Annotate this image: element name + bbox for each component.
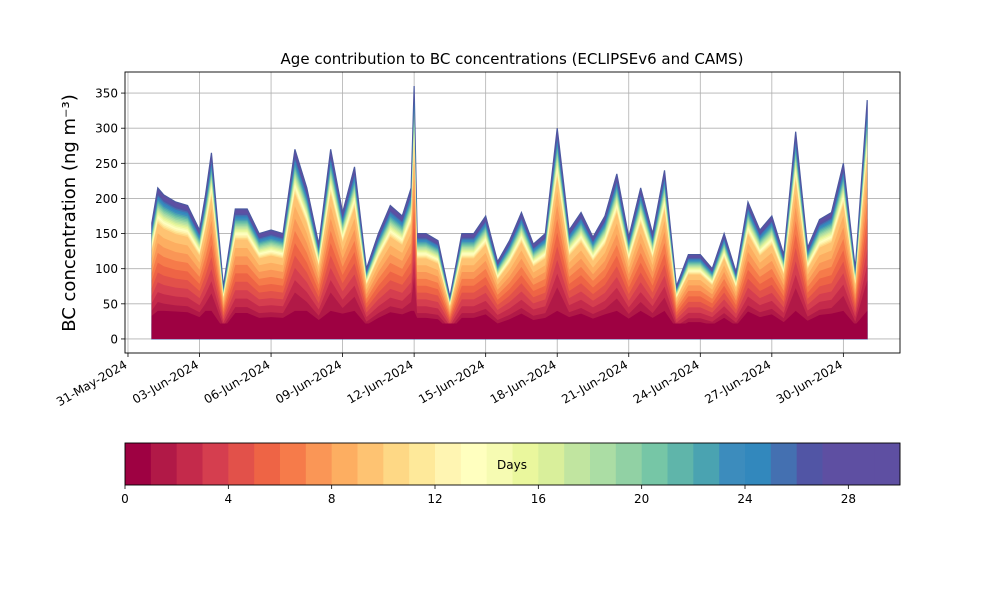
y-tick-label: 150 — [95, 227, 118, 241]
y-tick-label: 50 — [103, 297, 118, 311]
x-tick-label: 12-Jun-2024 — [345, 357, 416, 406]
y-tick-label: 200 — [95, 192, 118, 206]
colorbar-frame — [124, 442, 901, 486]
colorbar-tick-label: 24 — [737, 492, 752, 506]
colorbar-segment — [874, 443, 901, 485]
age-layer-base — [151, 310, 868, 339]
y-tick-label: 350 — [95, 87, 118, 101]
colorbar-segment — [460, 443, 488, 485]
age-areas — [151, 86, 868, 340]
colorbar-segment — [615, 443, 643, 485]
colorbar — [125, 443, 901, 485]
colorbar-tick-label: 28 — [841, 492, 856, 506]
x-tick-label: 30-Jun-2024 — [774, 357, 845, 406]
colorbar-tick-label: 12 — [427, 492, 442, 506]
colorbar-segment — [796, 443, 823, 485]
plot-frame — [124, 71, 901, 354]
y-tick-label: 100 — [95, 262, 118, 276]
colorbar-segment — [409, 443, 436, 485]
colorbar-segment — [693, 443, 720, 485]
colorbar-segment — [176, 443, 203, 485]
x-tick-label: 15-Jun-2024 — [416, 357, 487, 406]
colorbar-segment — [770, 443, 798, 485]
colorbar-tick-label: 20 — [634, 492, 649, 506]
x-tick-label: 24-Jun-2024 — [631, 357, 702, 406]
colorbar-tick-label: 8 — [328, 492, 336, 506]
x-tick-label: 31-May-2024 — [54, 357, 129, 409]
colorbar-segment — [719, 443, 746, 485]
colorbar-segment — [280, 443, 307, 485]
colorbar-segment — [357, 443, 384, 485]
colorbar-segment — [822, 443, 849, 485]
y-tick-label: 250 — [95, 157, 118, 171]
colorbar-segment — [125, 443, 152, 485]
colorbar-ticks: 0 4 8 12 16 20 24 28 — [121, 485, 856, 506]
colorbar-tick-label: 16 — [531, 492, 546, 506]
colorbar-segment — [641, 443, 668, 485]
x-tick-label: 03-Jun-2024 — [130, 357, 201, 406]
colorbar-tick-label: 0 — [121, 492, 129, 506]
colorbar-segment — [383, 443, 410, 485]
colorbar-tick-label: 4 — [225, 492, 233, 506]
x-tick-label: 09-Jun-2024 — [273, 357, 344, 406]
colorbar-segment — [745, 443, 772, 485]
colorbar-segment — [435, 443, 462, 485]
colorbar-segment — [512, 443, 539, 485]
chart-title: Age contribution to BC concentrations (E… — [281, 50, 744, 68]
y-tick-label: 300 — [95, 122, 118, 136]
colorbar-segment — [848, 443, 875, 485]
colorbar-segment — [564, 443, 591, 485]
y-axis: 0 50 100 150 200 250 300 350 — [95, 87, 125, 346]
colorbar-segment — [228, 443, 255, 485]
colorbar-segment — [667, 443, 694, 485]
colorbar-segment — [486, 443, 513, 485]
colorbar-segment — [150, 443, 178, 485]
colorbar-label: Days — [497, 458, 527, 472]
x-tick-label: 27-Jun-2024 — [702, 357, 773, 406]
colorbar-segment — [590, 443, 617, 485]
x-tick-label: 06-Jun-2024 — [202, 357, 273, 406]
colorbar-segment — [331, 443, 358, 485]
colorbar-segment — [254, 443, 281, 485]
y-tick-label: 0 — [110, 332, 118, 346]
x-axis: 31-May-2024 03-Jun-2024 06-Jun-2024 09-Jun-… — [54, 353, 845, 409]
y-axis-label: BC concentration (ng m⁻³) — [59, 94, 80, 332]
x-tick-label: 21-Jun-2024 — [559, 357, 630, 406]
colorbar-segment — [538, 443, 565, 485]
colorbar-segment — [202, 443, 229, 485]
x-tick-label: 18-Jun-2024 — [488, 357, 559, 406]
colorbar-segment — [305, 443, 333, 485]
